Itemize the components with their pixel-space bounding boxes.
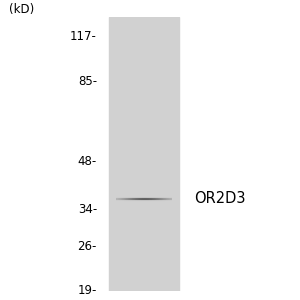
Text: (kD): (kD) — [9, 3, 34, 16]
Text: 19-: 19- — [78, 284, 97, 297]
Text: 34-: 34- — [78, 203, 97, 216]
Text: 117-: 117- — [70, 30, 97, 44]
Text: 26-: 26- — [78, 240, 97, 254]
Text: 85-: 85- — [78, 75, 97, 88]
Bar — [109, 17, 179, 291]
Text: OR2D3: OR2D3 — [194, 191, 246, 206]
Text: 48-: 48- — [78, 155, 97, 168]
